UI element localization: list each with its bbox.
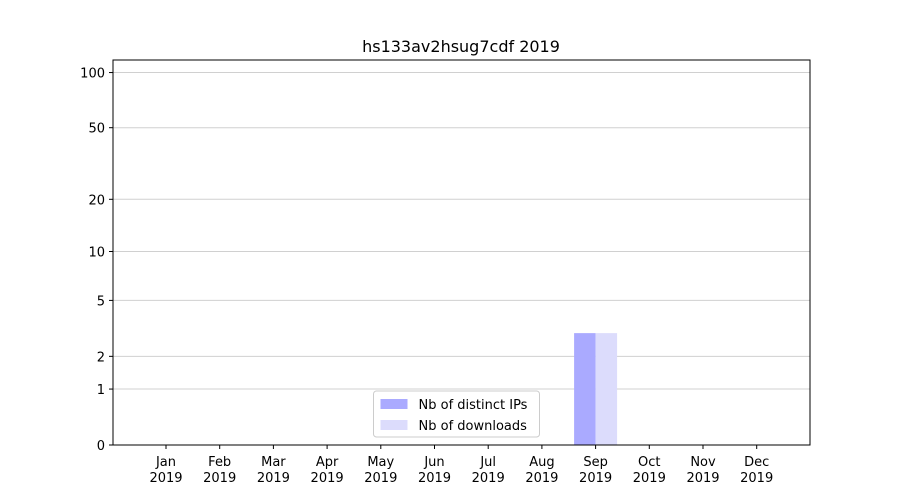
y-tick-label: 2 (97, 350, 105, 365)
x-tick-label: Nov 2019 (686, 455, 719, 486)
bar (595, 333, 618, 445)
y-tick-label: 50 (88, 122, 105, 137)
plot-frame (112, 59, 811, 446)
x-tick-label: Jul 2019 (472, 455, 505, 486)
legend-swatch (380, 399, 408, 409)
x-tick-label: Aug 2019 (525, 455, 558, 486)
x-tick-label: Oct 2019 (633, 455, 666, 486)
x-tick-label: May 2019 (364, 455, 397, 486)
chart-title: hs133av2hsug7cdf 2019 (362, 37, 560, 56)
legend-swatch (380, 420, 408, 430)
bar (574, 333, 596, 445)
x-tick-label: Jan 2019 (149, 455, 182, 486)
x-tick-label: Feb 2019 (203, 455, 236, 486)
y-tick-label: 20 (88, 193, 105, 208)
legend-box (373, 390, 540, 438)
y-tick-label: 10 (88, 245, 105, 260)
x-tick-label: Apr 2019 (311, 455, 344, 486)
x-tick-label: Sep 2019 (579, 455, 612, 486)
y-tick-label: 5 (97, 294, 105, 309)
legend-label: Nb of distinct IPs (419, 398, 528, 413)
y-tick-label: 100 (80, 67, 105, 82)
x-tick-label: Jun 2019 (418, 455, 451, 486)
legend-label: Nb of downloads (419, 419, 528, 434)
x-tick-label: Dec 2019 (740, 455, 773, 486)
x-tick-label: Mar 2019 (257, 455, 290, 486)
y-tick-label: 0 (97, 439, 105, 454)
y-tick-label: 1 (97, 383, 105, 398)
